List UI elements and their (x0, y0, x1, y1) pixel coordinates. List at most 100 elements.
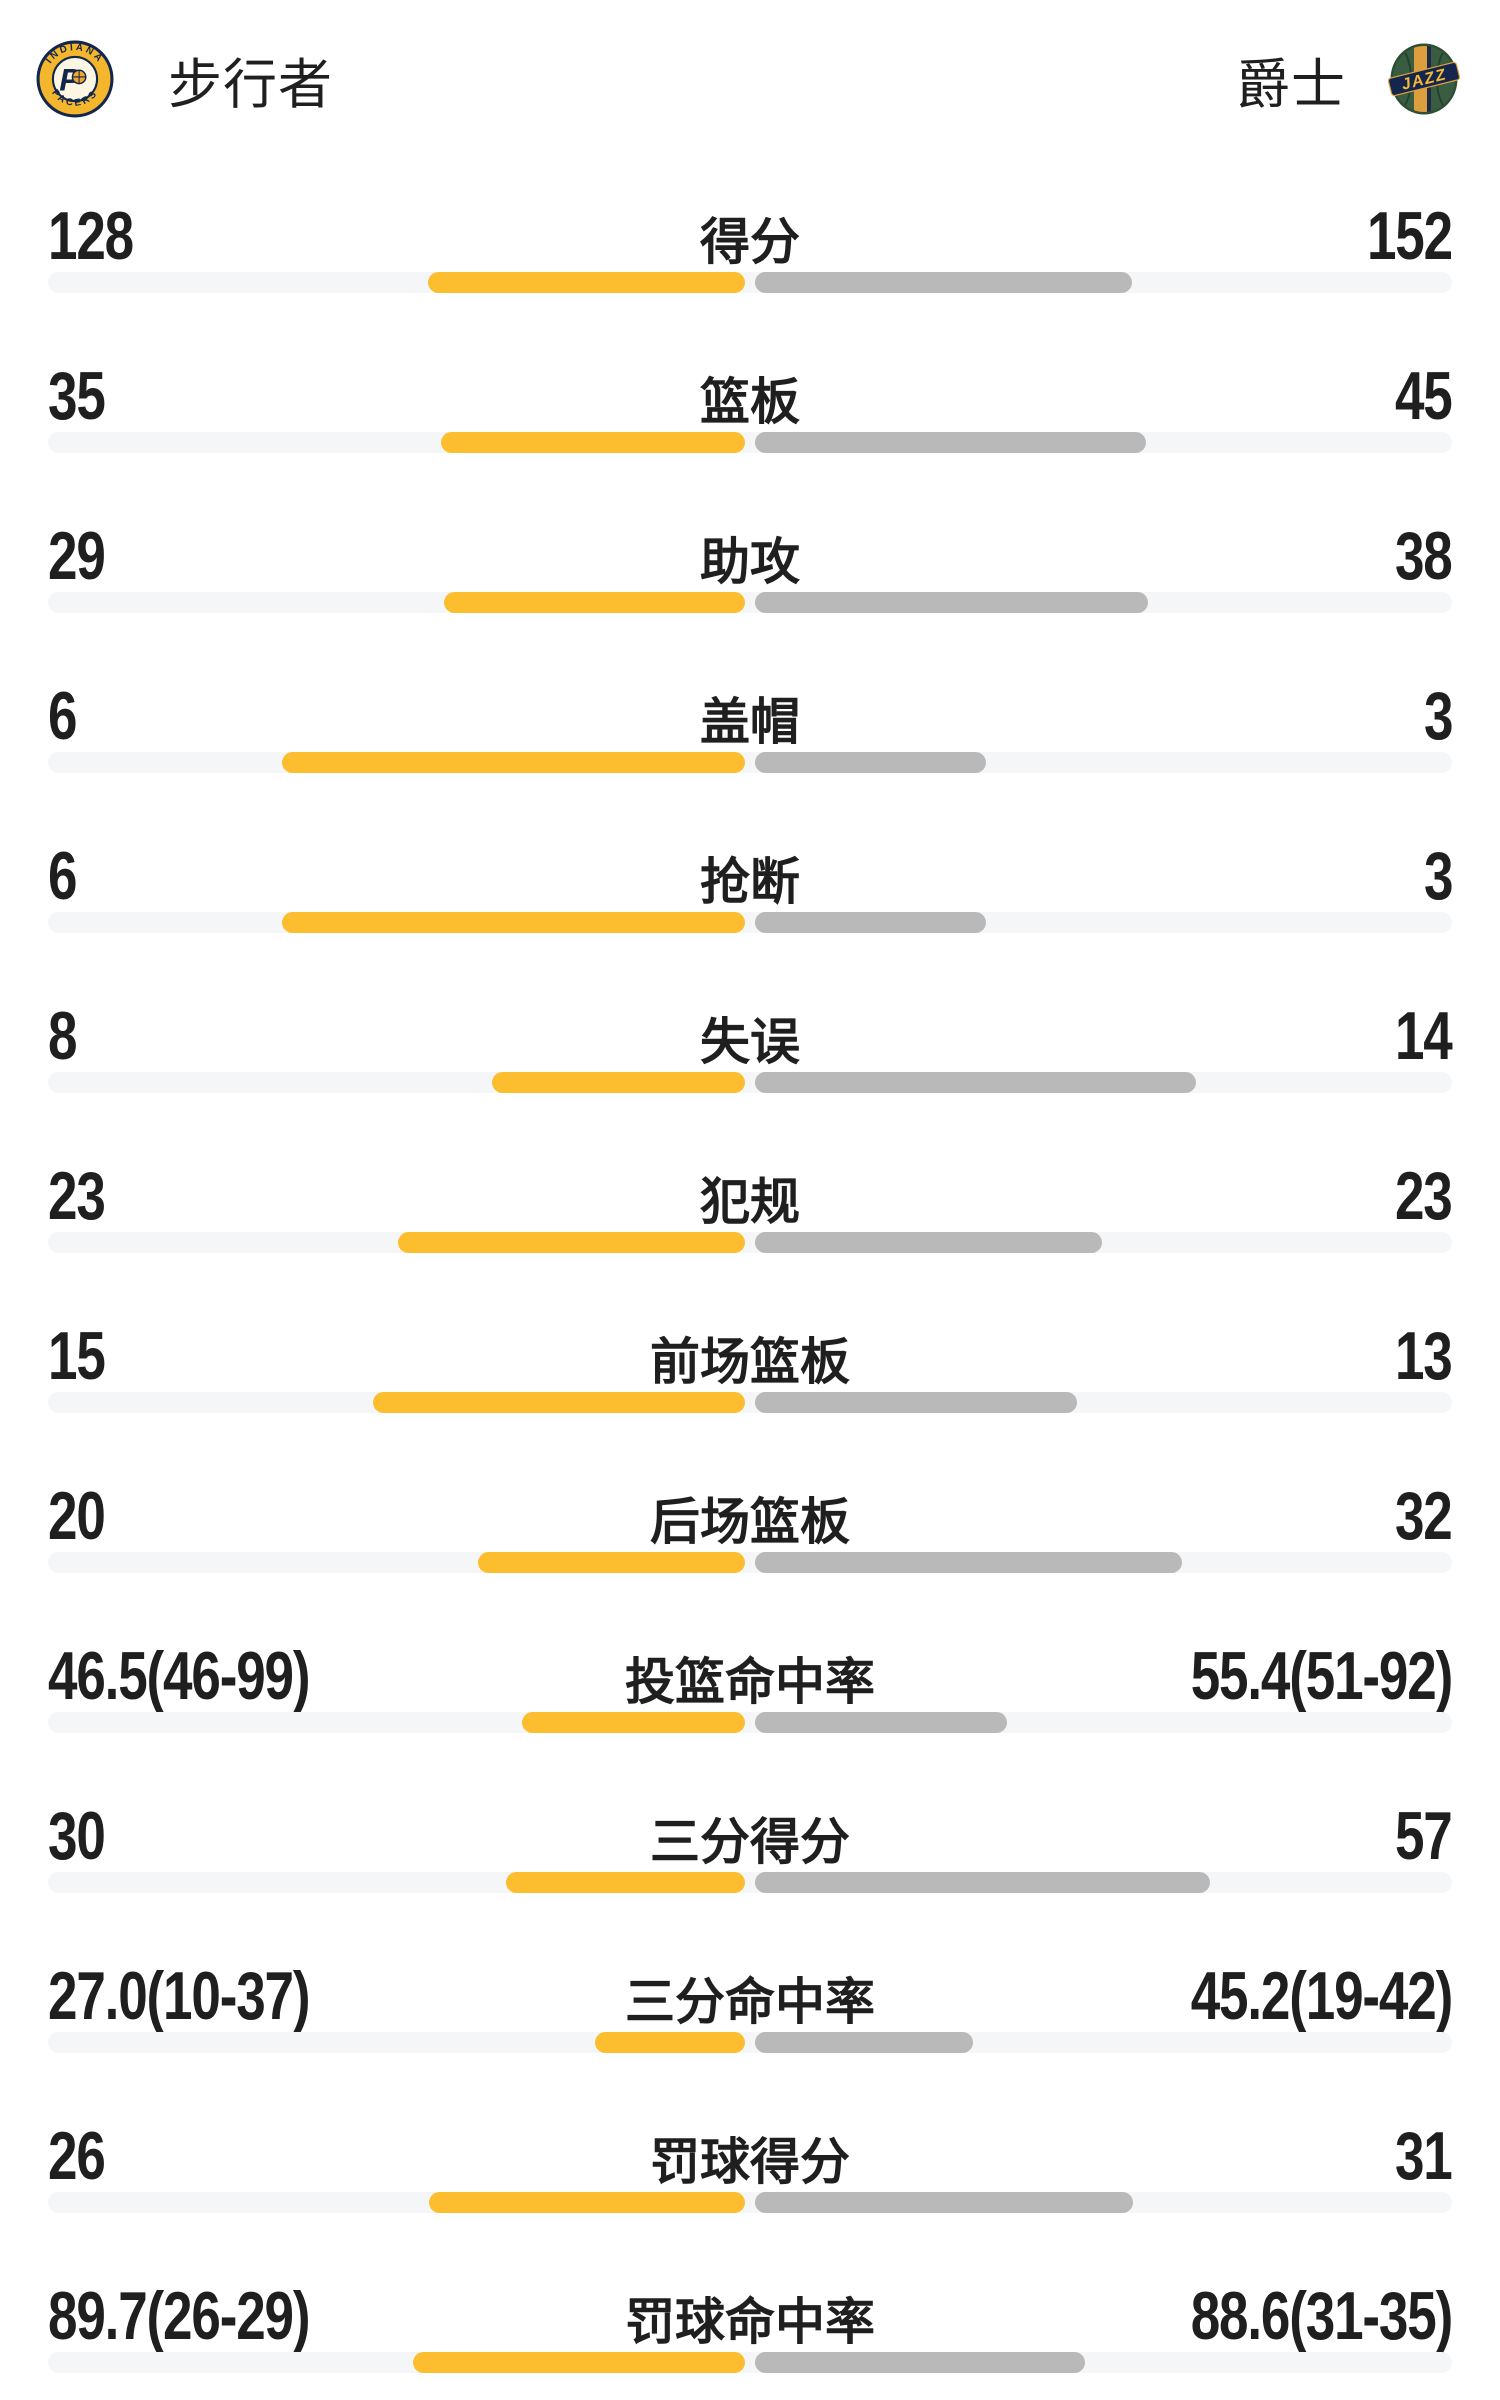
stat-text-line: 27.0(10-37) 三分命中率 45.2(19-42) (48, 1958, 1454, 2034)
stat-label: 犯规 (700, 1174, 800, 1230)
stat-row: 6 盖帽 3 (48, 678, 1454, 842)
stat-label: 后场篮板 (650, 1494, 850, 1550)
away-value: 88.6(31-35) (1190, 2278, 1454, 2354)
away-value: 31 (1395, 2118, 1453, 2194)
stat-label: 前场篮板 (650, 1334, 850, 1390)
home-bar (492, 1072, 745, 1093)
stat-bar-track (48, 1392, 1452, 1413)
stat-label: 三分命中率 (625, 1974, 875, 2030)
away-value: 32 (1395, 1478, 1453, 1554)
home-bar (441, 432, 745, 453)
stat-bar-track (48, 1232, 1452, 1253)
stat-row: 46.5(46-99) 投篮命中率 55.4(51-92) (48, 1638, 1454, 1802)
away-value: 45.2(19-42) (1190, 1958, 1454, 2034)
stat-bar-track (48, 2192, 1452, 2213)
teams-header: INDIANA PACERS P 步行者 爵士 (36, 40, 1460, 118)
away-bar (755, 912, 986, 933)
stat-row: 23 犯规 23 (48, 1158, 1453, 1322)
stat-bar-track (48, 592, 1452, 613)
home-bar (478, 1552, 745, 1573)
stat-bar-track (48, 2032, 1452, 2053)
stat-text-line: 6 盖帽 3 (48, 678, 1454, 754)
home-bar (282, 752, 745, 773)
stat-row: 20 后场篮板 32 (48, 1478, 1453, 1642)
home-value: 6 (48, 678, 78, 754)
stat-bar-track (48, 1872, 1452, 1893)
stat-bar-track (48, 432, 1452, 453)
stat-text-line: 29 助攻 38 (48, 518, 1453, 594)
home-value: 26 (48, 2118, 106, 2194)
home-value: 29 (48, 518, 106, 594)
stat-row: 30 三分得分 57 (48, 1798, 1453, 1962)
away-bar (755, 592, 1148, 613)
stat-bar-track (48, 752, 1452, 773)
away-bar (755, 1232, 1102, 1253)
away-team-header[interactable]: 爵士 JAZZ (1236, 40, 1460, 119)
jazz-logo-icon: JAZZ (1388, 43, 1460, 115)
away-bar (755, 1072, 1196, 1093)
home-value: 6 (48, 838, 78, 914)
stat-row: 35 篮板 45 (48, 362, 1453, 522)
stat-label: 失误 (700, 1014, 800, 1070)
away-bar (755, 2192, 1133, 2213)
stat-text-line: 23 犯规 23 (48, 1158, 1453, 1234)
away-bar (755, 1392, 1077, 1413)
stat-row: 29 助攻 38 (48, 518, 1453, 682)
stat-text-line: 128 得分 152 (48, 202, 1453, 270)
home-value: 8 (48, 998, 78, 1074)
home-value: 23 (48, 1158, 106, 1234)
stat-label: 得分 (700, 214, 800, 270)
home-value: 20 (48, 1478, 106, 1554)
away-bar (755, 1872, 1210, 1893)
stat-label: 篮板 (700, 374, 800, 430)
stat-text-line: 89.7(26-29) 罚球命中率 88.6(31-35) (48, 2278, 1454, 2354)
stat-text-line: 30 三分得分 57 (48, 1798, 1453, 1874)
home-bar (444, 592, 745, 613)
home-team-name: 步行者 (168, 54, 333, 115)
away-bar (755, 752, 986, 773)
stat-bar-track (48, 2352, 1452, 2373)
stats-list: 128 得分 152 35 篮板 45 29 助攻 (0, 202, 1500, 2400)
stat-label: 罚球得分 (650, 2134, 850, 2190)
stat-row: 8 失误 14 (48, 998, 1453, 1162)
home-team-header[interactable]: INDIANA PACERS P 步行者 (36, 40, 333, 119)
home-bar (506, 1872, 745, 1893)
away-bar (755, 272, 1132, 293)
stat-bar-track (48, 1712, 1452, 1733)
stat-label: 三分得分 (650, 1814, 850, 1870)
home-value: 30 (48, 1798, 106, 1874)
home-value: 89.7(26-29) (48, 2278, 311, 2354)
stat-text-line: 35 篮板 45 (48, 362, 1453, 430)
stat-bar-track (48, 272, 1452, 293)
stat-label: 罚球命中率 (625, 2294, 875, 2350)
stat-row: 128 得分 152 (48, 202, 1453, 362)
away-value: 3 (1423, 678, 1454, 754)
stat-text-line: 15 前场篮板 13 (48, 1318, 1453, 1394)
home-value: 46.5(46-99) (48, 1638, 311, 1714)
away-bar (755, 2032, 973, 2053)
pacers-logo-icon: INDIANA PACERS P (36, 40, 114, 118)
stat-row: 26 罚球得分 31 (48, 2118, 1453, 2282)
away-value: 23 (1395, 1158, 1453, 1234)
stat-row: 6 抢断 3 (48, 838, 1454, 1002)
away-bar (755, 2352, 1085, 2373)
home-bar (595, 2032, 745, 2053)
away-bar (755, 432, 1146, 453)
home-bar (428, 272, 745, 293)
stat-text-line: 26 罚球得分 31 (48, 2118, 1453, 2194)
home-value: 15 (48, 1318, 106, 1394)
away-value: 3 (1423, 838, 1454, 914)
stat-row: 15 前场篮板 13 (48, 1318, 1453, 1482)
stat-row: 27.0(10-37) 三分命中率 45.2(19-42) (48, 1958, 1454, 2122)
away-value: 13 (1395, 1318, 1453, 1394)
stat-row: 89.7(26-29) 罚球命中率 88.6(31-35) (48, 2278, 1454, 2400)
away-value: 57 (1395, 1798, 1453, 1874)
away-bar (755, 1712, 1007, 1733)
home-bar (522, 1712, 745, 1733)
stat-bar-track (48, 1072, 1452, 1093)
home-value: 27.0(10-37) (48, 1958, 311, 2034)
stat-text-line: 8 失误 14 (48, 998, 1453, 1074)
away-value: 55.4(51-92) (1190, 1638, 1454, 1714)
stat-text-line: 46.5(46-99) 投篮命中率 55.4(51-92) (48, 1638, 1454, 1714)
game-stats-page: INDIANA PACERS P 步行者 爵士 (0, 40, 1500, 2400)
